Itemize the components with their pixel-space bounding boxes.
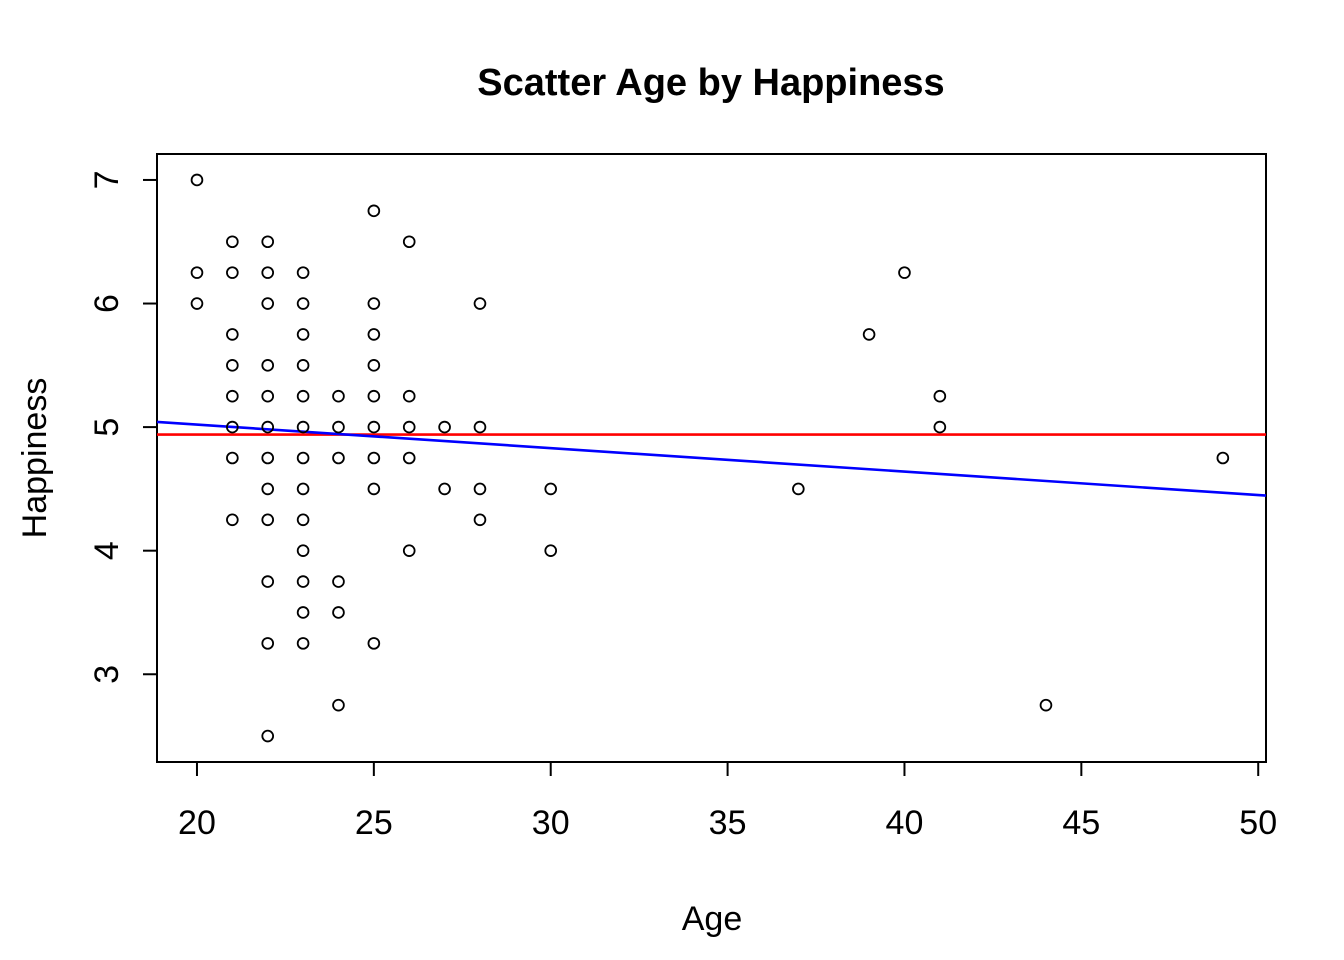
data-point [296,328,310,341]
x-tick-label: 30 [532,804,570,842]
data-point [261,482,275,496]
data-point [544,482,558,496]
data-point [226,235,239,249]
data-point [261,513,275,527]
data-point [261,729,275,743]
data-point [438,420,451,434]
data-point [402,389,416,403]
data-point [1039,698,1053,712]
data-point [402,235,416,249]
data-point [862,328,876,341]
data-point [226,266,239,279]
data-point [226,359,239,372]
data-point [332,451,345,465]
data-point [367,482,381,496]
y-tick-label: 5 [88,418,126,437]
x-tick-label: 20 [178,804,216,842]
data-point [367,451,381,465]
data-point [296,359,310,372]
x-axis-label: Age [682,900,743,938]
data-point [332,698,345,712]
data-point [473,420,487,434]
data-point [296,513,310,527]
data-point [402,544,416,557]
data-point [261,359,275,372]
data-point [296,389,310,403]
data-point [226,513,239,527]
x-tick-label: 25 [355,804,393,842]
data-point [332,606,345,619]
data-point [402,420,416,434]
data-point [261,266,275,279]
x-tick-label: 45 [1062,804,1100,842]
data-point [296,544,310,557]
data-point [933,420,947,434]
data-point [544,544,558,557]
data-point [367,328,381,341]
data-point [190,173,204,187]
chart-title: Scatter Age by Happiness [477,62,944,104]
data-point [296,606,310,619]
data-point [1216,451,1230,465]
data-point [296,451,310,465]
data-point [226,420,239,434]
data-point [190,297,204,310]
data-point [226,389,239,403]
data-point [261,235,275,249]
data-point [367,420,381,434]
data-point [296,420,310,434]
data-point [438,482,451,496]
data-point [296,482,310,496]
data-point [367,359,381,372]
data-point [261,575,275,588]
data-point [261,637,275,650]
data-point [332,389,345,403]
data-point [226,328,239,341]
data-point [332,575,345,588]
data-point [261,389,275,403]
data-point [473,297,487,310]
data-point [898,266,911,279]
data-point [473,513,487,527]
data-point [261,451,275,465]
plot-box [156,153,1267,763]
data-point [296,266,310,279]
x-tick-label: 35 [709,804,747,842]
data-point [473,482,487,496]
data-point [367,204,381,218]
data-point [296,575,310,588]
data-point [367,297,381,310]
data-point [367,637,381,650]
data-point [792,482,805,496]
y-tick-label: 7 [88,170,126,189]
x-tick-label: 40 [886,804,924,842]
data-point [296,297,310,310]
y-axis-label: Happiness [16,378,54,539]
y-tick-label: 3 [88,665,126,684]
data-point [402,451,416,465]
data-point [261,297,275,310]
y-tick-label: 6 [88,294,126,313]
data-point [933,389,947,403]
data-point [332,420,345,434]
data-point [367,389,381,403]
data-point [226,451,239,465]
x-tick-label: 50 [1239,804,1277,842]
regression-line [156,420,1267,497]
y-tick-label: 4 [88,541,126,560]
data-point [190,266,204,279]
data-point [261,420,275,434]
data-point [296,637,310,650]
